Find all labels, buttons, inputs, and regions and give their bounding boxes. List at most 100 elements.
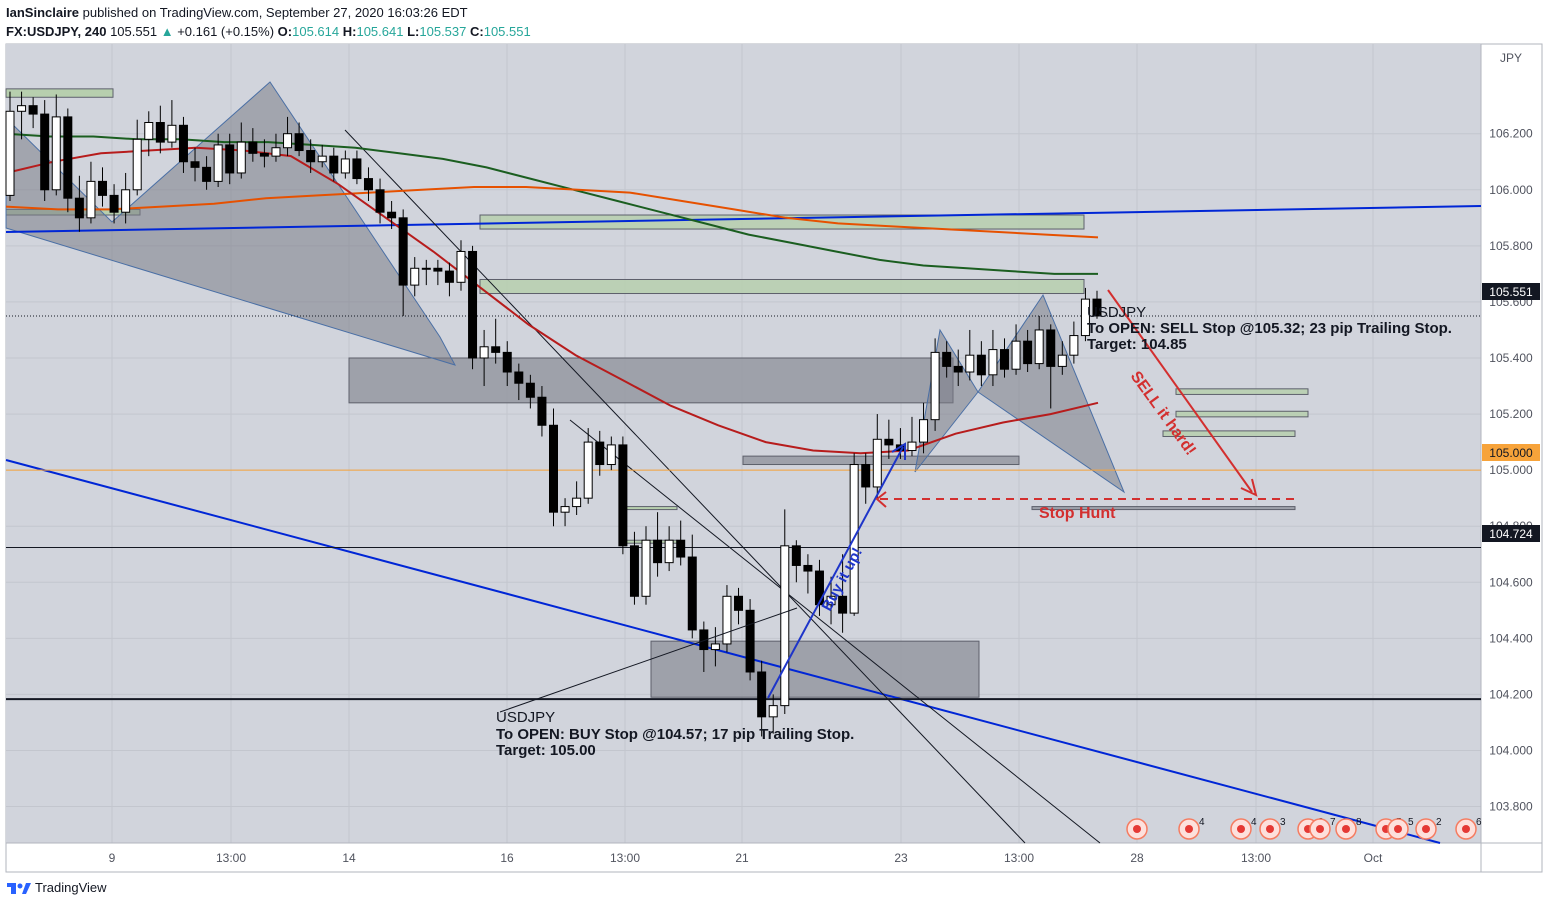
candle-up[interactable]	[1011, 324, 1021, 375]
candle-up[interactable]	[1034, 315, 1044, 370]
candle-up[interactable]	[664, 526, 674, 572]
candle-down[interactable]	[40, 100, 50, 201]
stop-hunt-label[interactable]: Stop Hunt	[1039, 505, 1116, 522]
candle-down[interactable]	[861, 453, 871, 504]
zone-green[interactable]	[479, 214, 1085, 230]
candle-up[interactable]	[572, 481, 582, 515]
candle-down[interactable]	[687, 534, 697, 639]
buy-note-title[interactable]: USDJPY	[496, 709, 555, 726]
moving-average-line[interactable]	[5, 186, 1099, 239]
symbol-name[interactable]: FX:USDJPY, 240	[6, 24, 107, 39]
candle-down[interactable]	[653, 512, 663, 577]
candle-down[interactable]	[363, 167, 373, 201]
candle-down[interactable]	[525, 374, 535, 409]
event-marker[interactable]: 6	[1455, 817, 1482, 840]
candle-down[interactable]	[1046, 324, 1056, 409]
candle-down[interactable]	[629, 531, 639, 605]
candle-up[interactable]	[167, 100, 177, 148]
zone-green-small[interactable]	[624, 506, 678, 511]
sell-arrow-line[interactable]	[1107, 289, 1253, 493]
buy-arrow-line[interactable]	[767, 446, 904, 699]
candle-down[interactable]	[838, 554, 848, 633]
candle-down[interactable]	[514, 363, 524, 401]
time-axis[interactable]: 9 13:00 14 16 13:00 21 23 13:00 28 13:00 Oct	[109, 851, 1383, 865]
candle-down[interactable]	[202, 156, 212, 190]
event-marker[interactable]: 4	[1230, 817, 1257, 840]
candle-up[interactable]	[872, 414, 882, 499]
zone-green[interactable]	[479, 278, 1085, 295]
candle-up[interactable]	[213, 133, 223, 187]
event-marker[interactable]: 3	[1259, 817, 1286, 840]
zone-green-small[interactable]	[5, 88, 114, 98]
candle-down[interactable]	[74, 175, 84, 232]
candle-down[interactable]	[1092, 290, 1102, 319]
candle-down[interactable]	[549, 408, 558, 527]
candle-up[interactable]	[51, 94, 61, 196]
candle-down[interactable]	[109, 184, 119, 224]
candle-down[interactable]	[190, 147, 200, 182]
candle-up[interactable]	[271, 133, 281, 162]
event-marker[interactable]: 8	[1335, 817, 1362, 840]
candle-down[interactable]	[676, 520, 686, 566]
candle-up[interactable]	[317, 144, 327, 168]
candle-down[interactable]	[375, 178, 385, 224]
candle-down[interactable]	[976, 341, 986, 387]
event-marker[interactable]	[1126, 818, 1148, 840]
trend-line-lower[interactable]	[5, 459, 1441, 844]
candle-down[interactable]	[791, 540, 801, 583]
candle-down[interactable]	[329, 147, 339, 182]
candle-down[interactable]	[444, 262, 454, 297]
price-chart[interactable]: USDJPY To OPEN: SELL Stop @105.32; 23 pi…	[0, 0, 1548, 875]
trend-line-upper[interactable]	[5, 205, 1482, 233]
candle-up[interactable]	[641, 526, 651, 605]
candle-up[interactable]	[17, 91, 27, 140]
candle-up[interactable]	[1057, 341, 1067, 375]
candle-down[interactable]	[433, 259, 443, 286]
candle-down[interactable]	[306, 139, 316, 173]
candle-down[interactable]	[618, 436, 628, 555]
candle-down[interactable]	[98, 167, 108, 207]
candle-down[interactable]	[28, 97, 38, 129]
candle-up[interactable]	[907, 416, 917, 457]
candle-down[interactable]	[502, 341, 512, 387]
zone-gray[interactable]	[650, 640, 980, 698]
candle-down[interactable]	[387, 200, 397, 230]
candle-up[interactable]	[421, 259, 431, 286]
author-name[interactable]: IanSinclaire	[6, 5, 79, 20]
candle-down[interactable]	[155, 105, 165, 154]
candle-up[interactable]	[583, 428, 593, 504]
candle-up[interactable]	[1069, 321, 1079, 364]
sell-note-line2[interactable]: Target: 104.85	[1087, 336, 1187, 353]
sell-note-title[interactable]: USDJPY	[1087, 304, 1146, 321]
candle-up[interactable]	[479, 329, 489, 387]
candle-down[interactable]	[745, 599, 755, 681]
diagonal-line-2[interactable]	[569, 419, 1101, 844]
moving-average-line[interactable]	[5, 132, 1098, 275]
candle-up[interactable]	[780, 509, 790, 715]
candle-down[interactable]	[814, 559, 824, 616]
candle-down[interactable]	[468, 245, 478, 370]
buy-note-line1[interactable]: To OPEN: BUY Stop @104.57; 17 pip Traili…	[496, 726, 854, 743]
sell-note-line1[interactable]: To OPEN: SELL Stop @105.32; 23 pip Trail…	[1087, 320, 1452, 337]
candle-down[interactable]	[294, 122, 304, 157]
candle-down[interactable]	[398, 209, 408, 316]
candle-down[interactable]	[999, 338, 1009, 378]
diagonal-line-1[interactable]	[344, 129, 1026, 844]
candle-up[interactable]	[1080, 287, 1090, 342]
candle-up[interactable]	[919, 402, 929, 454]
candle-down[interactable]	[259, 139, 269, 168]
candle-down[interactable]	[757, 660, 767, 737]
buy-note-line2[interactable]: Target: 105.00	[496, 742, 596, 759]
candle-down[interactable]	[491, 318, 501, 364]
candle-up[interactable]	[606, 436, 616, 471]
candle-up[interactable]	[283, 116, 293, 157]
candle-up[interactable]	[988, 329, 998, 387]
event-marker[interactable]: 4	[1178, 817, 1205, 840]
candle-up[interactable]	[86, 161, 96, 224]
candle-up[interactable]	[236, 122, 246, 179]
candle-down[interactable]	[803, 554, 813, 594]
event-marker[interactable]: 7	[1309, 817, 1336, 840]
candle-down[interactable]	[225, 133, 235, 185]
candle-up[interactable]	[965, 329, 975, 381]
candle-down[interactable]	[63, 108, 73, 213]
